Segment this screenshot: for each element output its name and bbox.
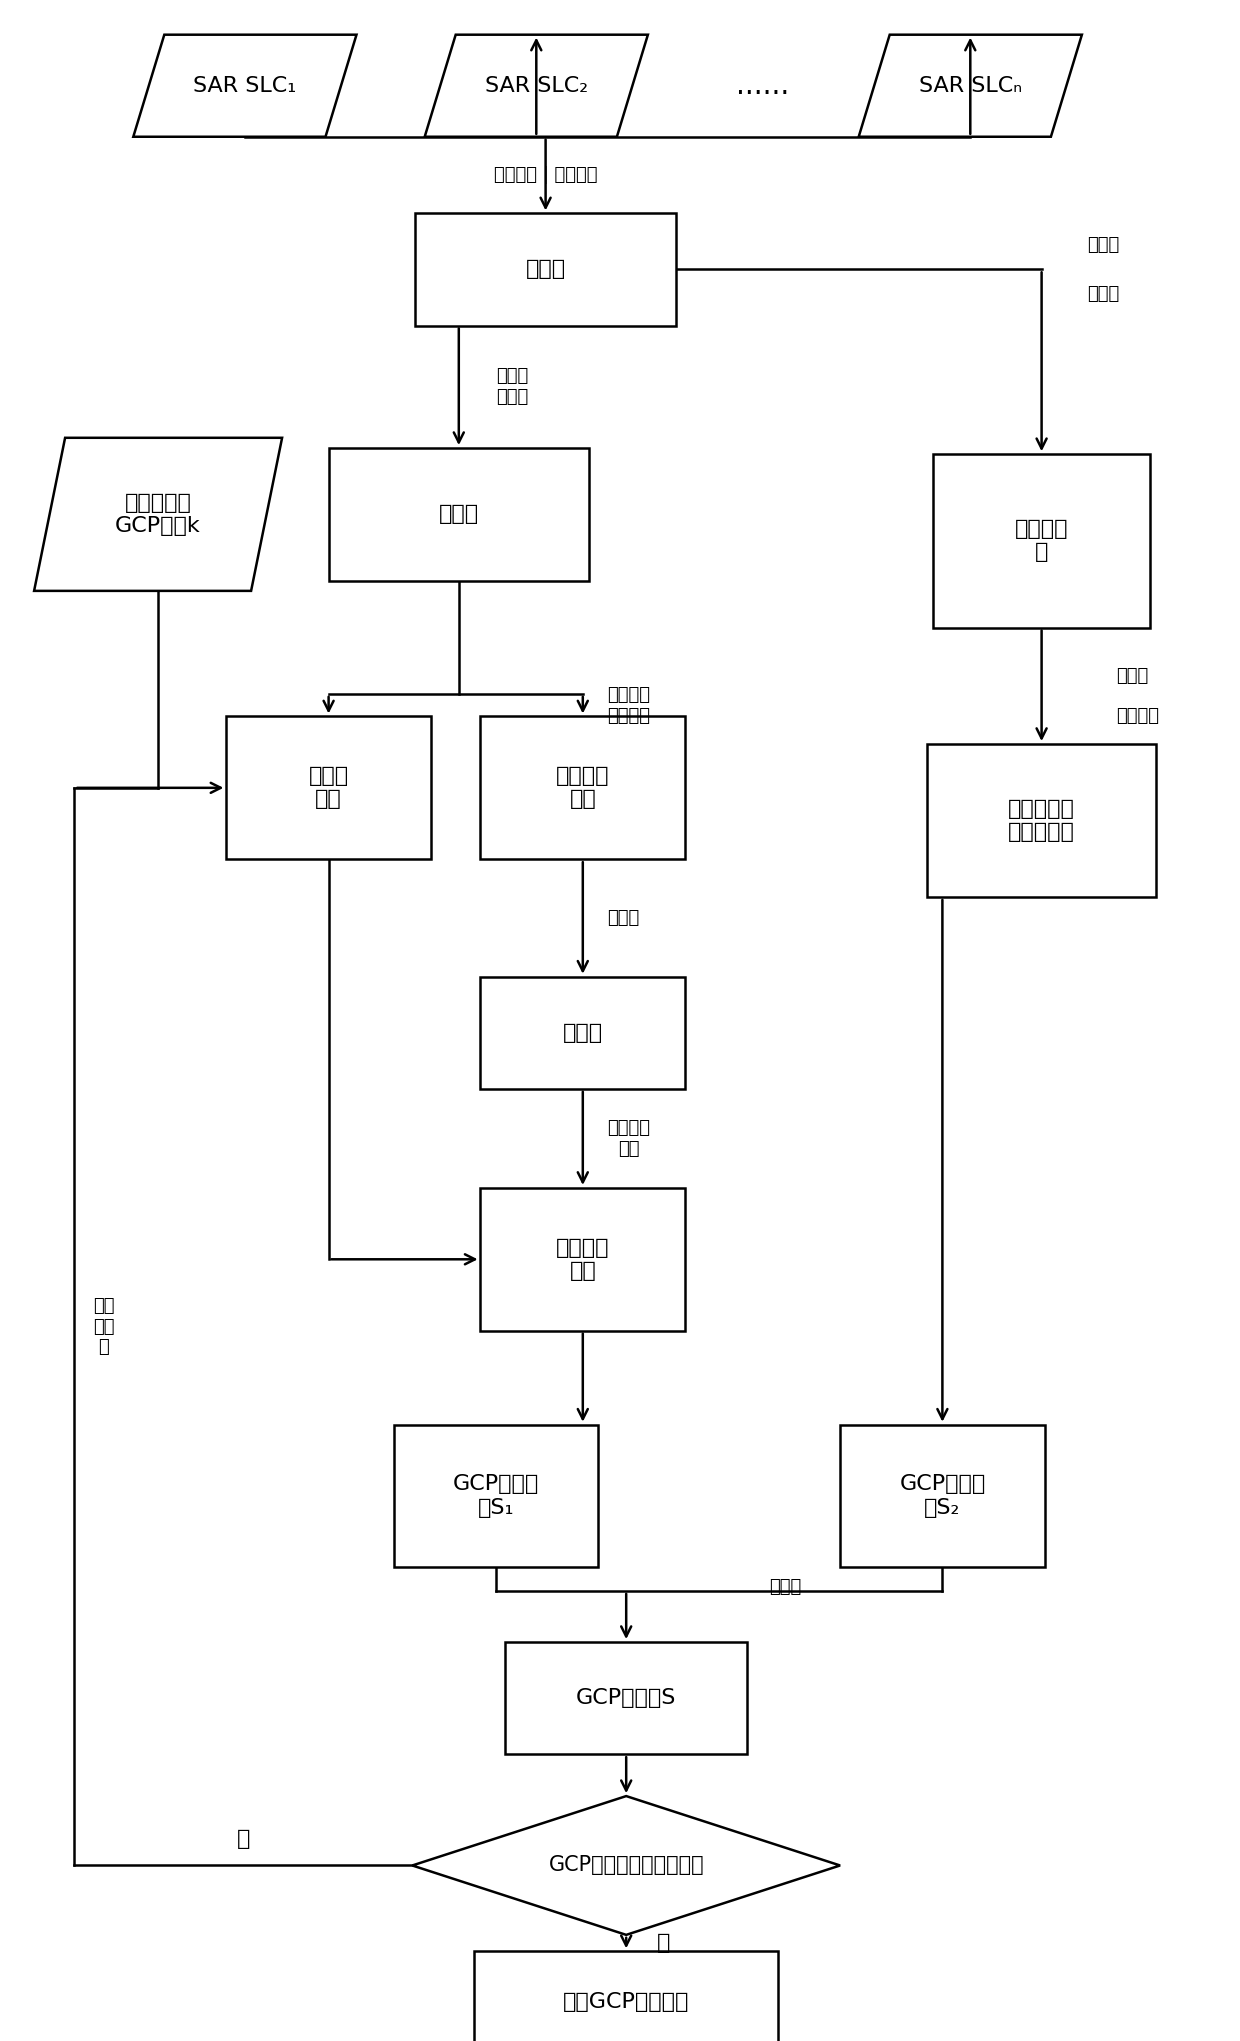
- Text: ......: ......: [737, 71, 789, 100]
- FancyBboxPatch shape: [926, 745, 1156, 898]
- Text: GCP候选子
集S₁: GCP候选子 集S₁: [453, 1474, 539, 1519]
- Text: GCP候选子
集S₂: GCP候选子 集S₂: [899, 1474, 986, 1519]
- Text: 分块
再划
分: 分块 再划 分: [93, 1296, 114, 1357]
- Text: 输出GCP分布点位: 输出GCP分布点位: [563, 1992, 689, 2012]
- FancyBboxPatch shape: [841, 1425, 1044, 1567]
- Text: 相位导数
方差计算: 相位导数 方差计算: [608, 686, 651, 725]
- Polygon shape: [134, 35, 357, 137]
- Text: SAR SLC₂: SAR SLC₂: [485, 76, 588, 96]
- Text: 相位导数
方差: 相位导数 方差: [556, 765, 610, 810]
- Text: SAR SLCₙ: SAR SLCₙ: [919, 76, 1022, 96]
- FancyBboxPatch shape: [394, 1425, 599, 1567]
- Text: 相干系: 相干系: [1087, 237, 1120, 253]
- FancyBboxPatch shape: [480, 1188, 684, 1331]
- Text: 选取两幅 | 影像配准: 选取两幅 | 影像配准: [494, 165, 598, 184]
- Text: 相干系数
图: 相干系数 图: [1014, 518, 1069, 563]
- Text: 干涉对: 干涉对: [526, 259, 565, 280]
- FancyBboxPatch shape: [932, 455, 1149, 629]
- FancyBboxPatch shape: [480, 978, 684, 1090]
- FancyBboxPatch shape: [480, 716, 684, 859]
- Text: GCP候选集S: GCP候选集S: [577, 1688, 676, 1708]
- Polygon shape: [424, 35, 647, 137]
- Text: 输入需要的
GCP数重k: 输入需要的 GCP数重k: [115, 492, 201, 537]
- Text: 干涉图: 干涉图: [439, 504, 479, 525]
- FancyBboxPatch shape: [226, 716, 432, 859]
- Text: 干涉相
位计算: 干涉相 位计算: [496, 367, 528, 406]
- Polygon shape: [858, 35, 1081, 137]
- FancyBboxPatch shape: [329, 449, 589, 580]
- FancyBboxPatch shape: [474, 1951, 779, 2041]
- Text: 连通区域
标记: 连通区域 标记: [608, 1118, 651, 1157]
- Text: 是: 是: [657, 1933, 671, 1953]
- Text: 最大连续
区域: 最大连续 区域: [556, 1237, 610, 1282]
- Polygon shape: [412, 1796, 841, 1935]
- Text: 局部范围内
高相干像素: 局部范围内 高相干像素: [1008, 798, 1075, 843]
- Text: GCP数量是否满足要求？: GCP数量是否满足要求？: [548, 1855, 704, 1876]
- Text: 交运算: 交运算: [769, 1578, 801, 1596]
- Text: 干涉图
分块: 干涉图 分块: [309, 765, 348, 810]
- Text: 像素筛选: 像素筛选: [1116, 708, 1159, 725]
- Text: 数计算: 数计算: [1087, 286, 1120, 302]
- Text: 否: 否: [237, 1829, 250, 1849]
- Text: 二值化: 二值化: [608, 908, 640, 927]
- Text: 二値图: 二値图: [563, 1023, 603, 1043]
- Polygon shape: [35, 439, 283, 592]
- Text: 高相干: 高相干: [1116, 667, 1148, 684]
- Text: SAR SLC₁: SAR SLC₁: [193, 76, 296, 96]
- FancyBboxPatch shape: [506, 1641, 746, 1753]
- FancyBboxPatch shape: [415, 212, 676, 325]
